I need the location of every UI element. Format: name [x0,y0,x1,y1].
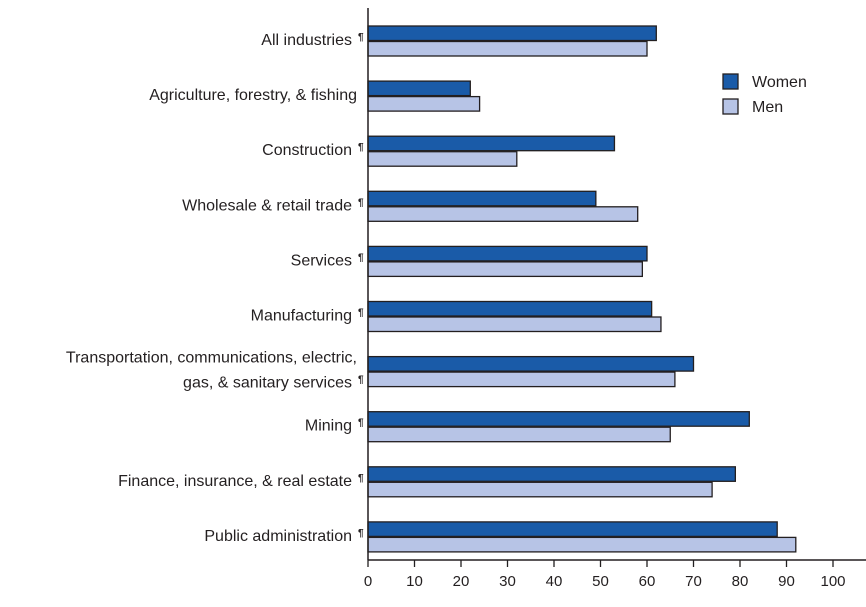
category-footnote-mark-3: ¶ [358,197,364,208]
category-footnote-mark-2: ¶ [358,142,364,153]
category-label-9-line-0: Public administration [204,528,352,545]
bar-men-6 [367,371,676,388]
bar-women-5 [367,300,653,317]
category-footnote-mark-6: ¶ [358,375,364,386]
legend-swatch-men [722,98,739,115]
x-tick-label-50: 50 [592,573,609,590]
category-label-1-line-0: Agriculture, forestry, & fishing [149,87,357,104]
bar-men-4 [367,261,644,278]
category-label-7-line-0: Mining [305,418,352,435]
x-tick-label-20: 20 [453,573,470,590]
legend-label-men: Men [752,99,783,116]
category-footnote-mark-7: ¶ [358,418,364,429]
bar-men-0 [367,40,648,57]
x-ticks: 0 10 20 30 40 50 60 70 80 90 100 [364,560,846,590]
x-tick-label-30: 30 [499,573,516,590]
category-label-0-line-0: All industries [261,32,352,49]
category-label-2-line-0: Construction [262,142,352,159]
bar-women-7 [367,411,750,427]
bar-men-2 [367,151,518,167]
bar-men-8 [367,481,713,498]
bar-men-3 [367,206,639,222]
legend: Women Men [722,73,807,116]
category-footnote-mark-9: ¶ [358,528,364,539]
bar-men-9 [367,536,797,553]
category-footnote-mark-8: ¶ [358,473,364,484]
legend-swatch-women [722,73,739,90]
x-tick-label-0: 0 [364,573,372,590]
x-tick-label-70: 70 [685,573,702,590]
category-footnote-mark-0: ¶ [358,32,364,43]
bar-women-8 [367,466,737,482]
x-tick-label-100: 100 [820,573,845,590]
axes [367,8,866,561]
x-tick-label-60: 60 [639,573,656,590]
category-footnote-mark-4: ¶ [358,252,364,263]
bar-men-1 [367,95,481,112]
x-tick-label-80: 80 [732,573,749,590]
bar-women-2 [367,135,616,152]
category-label-3-line-0: Wholesale & retail trade [182,197,352,214]
category-labels: All industries ¶ Agriculture, forestry, & … [66,32,364,545]
category-label-6-line-0: Transportation, communications, electric… [66,350,357,367]
category-footnote-mark-5: ¶ [358,308,364,319]
bar-women-4 [367,245,648,262]
x-tick-label-90: 90 [778,573,795,590]
x-tick-label-10: 10 [406,573,423,590]
bar-men-5 [367,316,662,333]
bar-men-7 [367,426,671,443]
bar-women-9 [367,521,778,538]
bar-women-3 [367,190,597,207]
bar-women-1 [367,80,471,97]
x-tick-label-40: 40 [546,573,563,590]
category-label-4-line-0: Services [291,252,352,269]
category-label-6-line-1: gas, & sanitary services [183,375,352,392]
bar-women-6 [367,355,695,372]
category-label-8-line-0: Finance, insurance, & real estate [118,473,352,490]
bar-women-0 [367,25,657,42]
category-label-5-line-0: Manufacturing [251,308,352,325]
legend-label-women: Women [752,74,807,91]
